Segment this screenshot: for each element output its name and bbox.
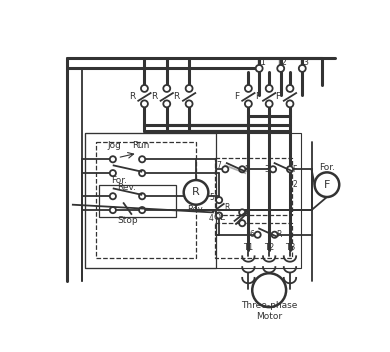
Circle shape (184, 180, 208, 205)
Circle shape (141, 85, 148, 92)
Bar (215, 158, 292, 215)
Bar (96, 142, 196, 258)
Text: T3: T3 (285, 243, 295, 252)
Text: 3: 3 (264, 165, 269, 174)
Circle shape (266, 100, 273, 107)
Circle shape (255, 232, 261, 238)
Circle shape (222, 166, 229, 172)
Text: R: R (224, 203, 229, 212)
Circle shape (139, 207, 145, 213)
Circle shape (266, 85, 273, 92)
Circle shape (245, 100, 252, 107)
Text: F: F (245, 165, 249, 174)
Text: Run: Run (132, 141, 149, 150)
Text: For.: For. (111, 176, 127, 186)
Circle shape (256, 65, 262, 72)
Bar (85, 133, 301, 268)
Circle shape (245, 85, 252, 92)
Text: F: F (292, 165, 297, 174)
Text: T1: T1 (243, 243, 254, 252)
Circle shape (163, 100, 170, 107)
Circle shape (110, 193, 116, 199)
Text: R: R (174, 92, 180, 101)
Circle shape (239, 209, 245, 215)
Text: R: R (192, 187, 200, 197)
Circle shape (252, 273, 286, 307)
Bar (215, 223, 292, 258)
Text: R: R (129, 92, 135, 101)
Circle shape (239, 220, 245, 226)
Circle shape (141, 100, 148, 107)
Circle shape (110, 207, 116, 213)
Text: F: F (255, 92, 260, 101)
Text: Three-phase
Motor: Three-phase Motor (241, 301, 297, 321)
Circle shape (299, 65, 306, 72)
Text: L3: L3 (299, 58, 309, 67)
Circle shape (139, 193, 145, 199)
Bar (99, 185, 176, 217)
Circle shape (287, 85, 293, 92)
Circle shape (287, 166, 293, 172)
Circle shape (163, 85, 170, 92)
Circle shape (315, 172, 339, 197)
Text: L1: L1 (256, 58, 266, 67)
Text: Rev.: Rev. (187, 205, 205, 214)
Text: F: F (234, 92, 239, 101)
Text: Stop: Stop (117, 216, 138, 225)
Text: L2: L2 (277, 58, 287, 67)
Text: Jog: Jog (108, 141, 121, 150)
Text: R: R (151, 92, 158, 101)
Text: 2: 2 (292, 180, 297, 189)
Text: Rev.: Rev. (117, 182, 136, 191)
Circle shape (216, 197, 222, 203)
Circle shape (139, 170, 145, 176)
Text: 4: 4 (209, 214, 214, 223)
Text: F: F (276, 92, 281, 101)
Text: For.: For. (319, 163, 335, 172)
Text: T2: T2 (264, 243, 274, 252)
Text: OL: OL (213, 213, 225, 222)
Circle shape (186, 100, 193, 107)
Circle shape (271, 232, 278, 238)
Circle shape (186, 85, 193, 92)
Text: R: R (277, 230, 282, 239)
Circle shape (110, 156, 116, 162)
Text: 5: 5 (209, 193, 214, 201)
Circle shape (110, 170, 116, 176)
Circle shape (239, 166, 245, 172)
Bar (85, 133, 216, 268)
Circle shape (270, 166, 276, 172)
Text: F: F (324, 180, 330, 190)
Circle shape (287, 100, 293, 107)
Text: 7: 7 (217, 161, 222, 170)
Text: 6: 6 (249, 230, 254, 239)
Circle shape (216, 212, 222, 219)
Circle shape (139, 156, 145, 162)
Circle shape (277, 65, 284, 72)
